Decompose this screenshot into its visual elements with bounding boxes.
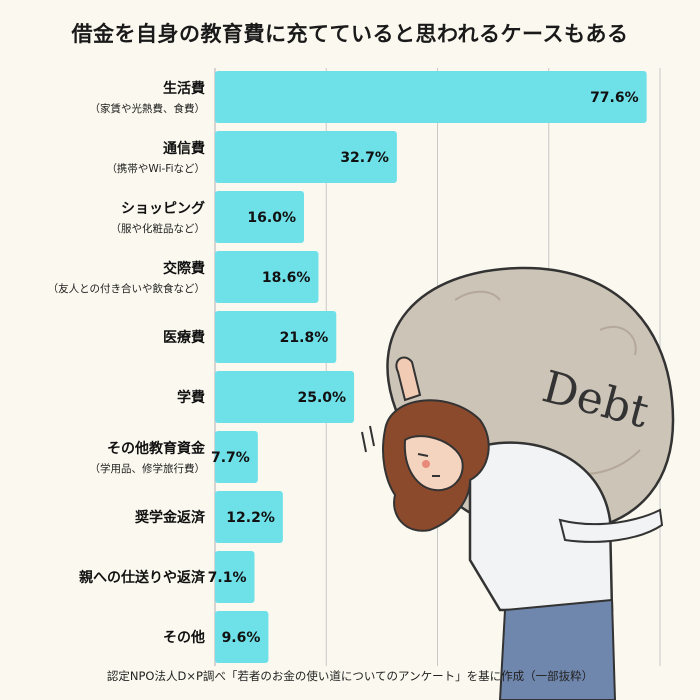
category-note: （友人との付き合いや飲食など） xyxy=(48,282,205,295)
category-label: 交際費 xyxy=(163,260,205,277)
category-label: 奨学金返済 xyxy=(135,509,206,526)
bar xyxy=(215,191,304,243)
value-label: 16.0% xyxy=(247,210,296,226)
category-note: （学用品、修学旅行費） xyxy=(90,462,206,475)
category-label: 親への仕送りや返済 xyxy=(79,569,206,586)
bars: 77.6% 32.7% 16.0% 18.6% 21.8% 25.0% 7.7% 12.2% 7… xyxy=(208,71,647,663)
bar xyxy=(215,491,283,543)
category-labels: 生活費 （家賃や光熱費、食費） 通信費 （携帯やWi-Fiなど） ショッピング （服や化粧… xyxy=(48,80,206,646)
bar xyxy=(215,371,355,423)
person-jeans xyxy=(498,598,617,700)
value-label: 77.6% xyxy=(590,90,639,106)
category-note: （携帯やWi-Fiなど） xyxy=(106,162,205,175)
category-note: （家賃や光熱費、食費） xyxy=(90,102,206,115)
category-label: その他 xyxy=(163,629,205,646)
category-label: その他教育資金 xyxy=(107,440,206,457)
bar xyxy=(215,431,258,483)
category-label: 通信費 xyxy=(163,140,205,157)
category-label: 医療費 xyxy=(163,329,205,346)
bar xyxy=(215,311,337,363)
value-label: 18.6% xyxy=(262,270,311,286)
bar xyxy=(215,251,319,303)
debt-illustration: Debt xyxy=(361,266,675,700)
chart-title: 借金を自身の教育費に充てていると思われるケースもある xyxy=(71,22,629,46)
source-note: 認定NPO法人D×P調べ「若者のお金の使い道についてのアンケート」を基に作成（一… xyxy=(106,669,594,683)
bar xyxy=(215,131,397,183)
value-label: 7.7% xyxy=(211,450,250,466)
category-label: ショッピング xyxy=(121,200,205,217)
value-label: 32.7% xyxy=(340,150,389,166)
value-label: 25.0% xyxy=(297,390,346,406)
person-body xyxy=(468,441,614,612)
bar xyxy=(215,611,269,663)
bar xyxy=(215,71,647,123)
value-label: 7.1% xyxy=(208,570,247,586)
category-note: （服や化粧品など） xyxy=(111,222,206,235)
category-label: 学費 xyxy=(177,389,205,406)
bar xyxy=(215,551,255,603)
category-label: 生活費 xyxy=(163,80,205,97)
value-label: 21.8% xyxy=(280,330,329,346)
value-label: 12.2% xyxy=(226,510,275,526)
person-face xyxy=(403,435,464,492)
value-label: 9.6% xyxy=(222,630,261,646)
